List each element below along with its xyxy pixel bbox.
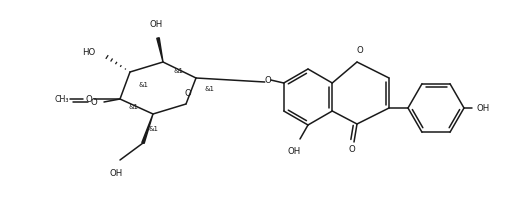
Text: HO: HO (82, 48, 95, 56)
Text: &1: &1 (128, 104, 138, 110)
Text: &1: &1 (148, 126, 158, 132)
Text: OH: OH (476, 104, 489, 112)
Polygon shape (142, 114, 153, 143)
Text: O: O (185, 89, 191, 98)
Text: OH: OH (149, 20, 163, 29)
Text: CH₃: CH₃ (55, 94, 69, 104)
Text: &1: &1 (173, 68, 183, 74)
Text: O: O (264, 75, 271, 85)
Text: &1: &1 (204, 86, 214, 92)
Text: O: O (357, 46, 363, 55)
Text: O: O (86, 94, 92, 104)
Polygon shape (157, 38, 163, 62)
Text: OH: OH (109, 169, 123, 178)
Text: O: O (349, 146, 356, 154)
Text: &1: &1 (138, 82, 148, 88)
Text: O: O (91, 97, 97, 107)
Text: OH: OH (287, 147, 301, 156)
